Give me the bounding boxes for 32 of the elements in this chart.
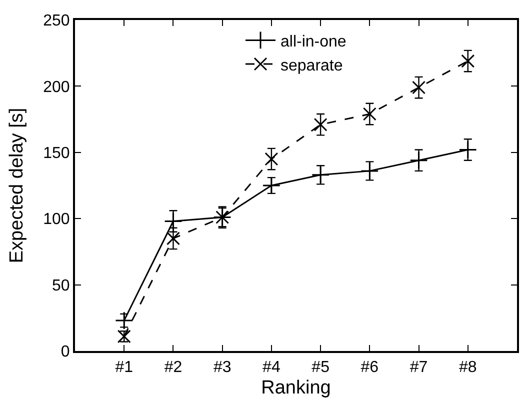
- y-tick-label: 150: [43, 145, 70, 162]
- x-tick-label: #8: [458, 359, 477, 376]
- y-tick-label: 250: [43, 12, 70, 30]
- point: [362, 107, 376, 121]
- point: [114, 311, 134, 330]
- x-tick-label: #1: [115, 359, 134, 376]
- x-tick-label: #5: [312, 359, 330, 376]
- point: [311, 166, 330, 184]
- point: [360, 162, 379, 180]
- legend-label: separate: [280, 57, 343, 74]
- x-tick-label: #2: [164, 359, 182, 376]
- y-tick-label: 0: [60, 344, 70, 361]
- point: [461, 54, 475, 68]
- legend-label: all-in-one: [280, 33, 346, 50]
- y-tick-label: 200: [43, 78, 70, 96]
- point: [410, 151, 428, 170]
- y-tick-label: 50: [52, 277, 70, 294]
- y-tick-label: 100: [43, 211, 70, 228]
- x-tick-label: #7: [410, 359, 428, 376]
- x-tick-label: #6: [360, 359, 379, 376]
- point: [458, 140, 478, 159]
- point: [264, 152, 278, 166]
- point: [164, 212, 182, 230]
- point: [117, 330, 131, 344]
- y-axis-title: Expected delay [s]: [6, 108, 28, 264]
- x-axis-title: Ranking: [261, 378, 331, 398]
- point: [262, 176, 281, 195]
- point: [166, 232, 180, 246]
- point: [412, 80, 426, 94]
- x-tick-label: #3: [213, 359, 232, 376]
- point: [314, 118, 328, 132]
- x-tick-label: #4: [262, 359, 280, 376]
